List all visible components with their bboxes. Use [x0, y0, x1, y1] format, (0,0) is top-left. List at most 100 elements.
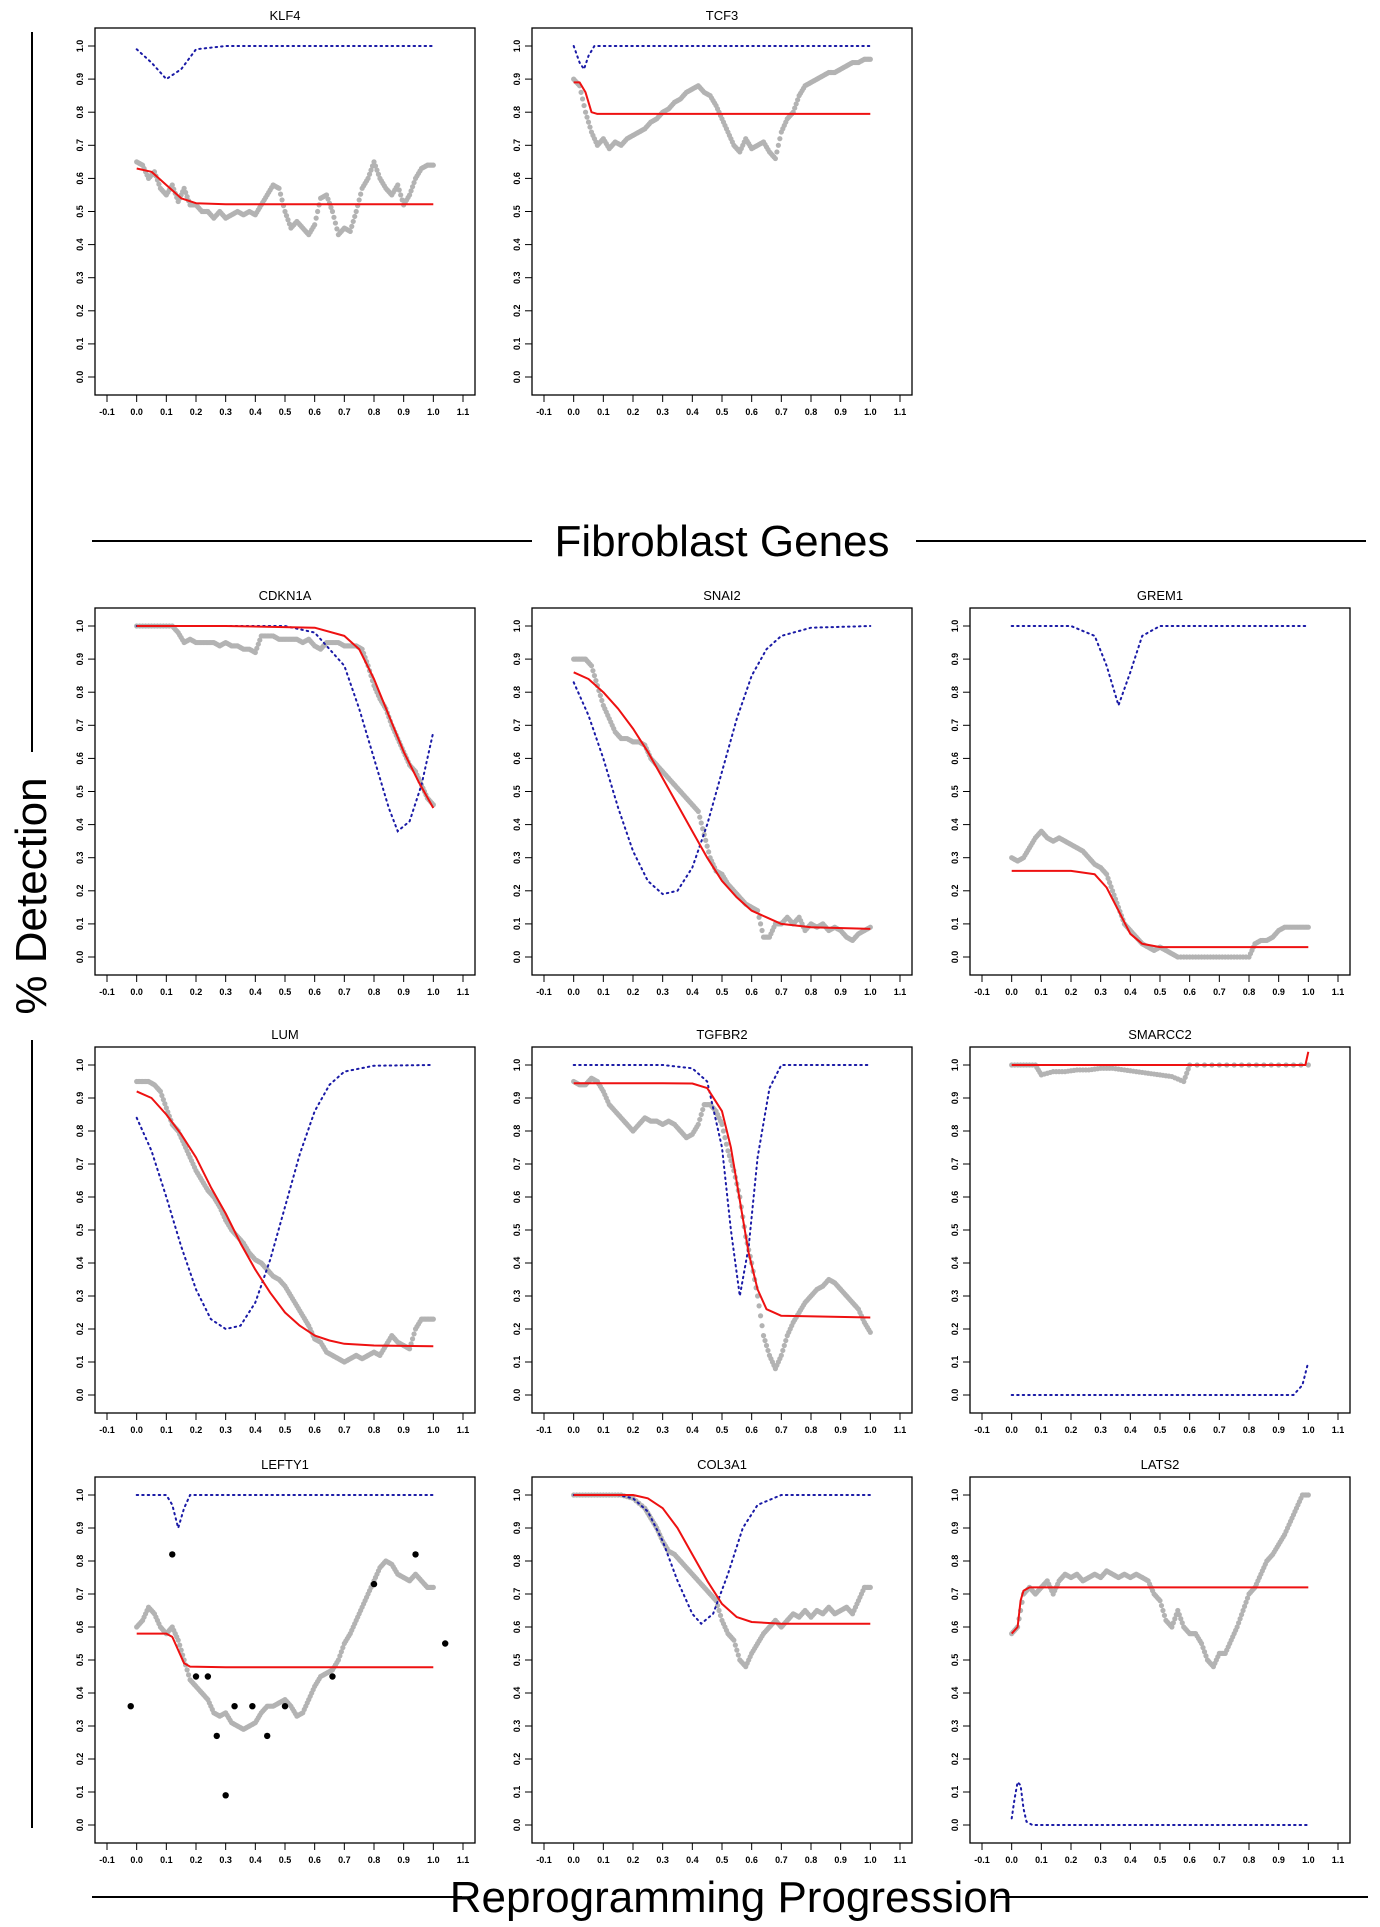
x-tick-label: 1.1 [894, 987, 907, 997]
x-tick-label: 0.0 [1005, 987, 1018, 997]
y-tick-label: 0.0 [75, 371, 85, 384]
y-tick-label: 0.1 [512, 338, 522, 351]
x-tick-label: 0.6 [745, 407, 758, 417]
scatter-point [411, 179, 417, 186]
dotted-curve [572, 625, 872, 896]
scatter-point [279, 197, 285, 203]
x-tick-label: 0.4 [686, 987, 699, 997]
x-tick-label: 0.8 [1243, 1855, 1256, 1865]
x-tick-label: 0.2 [190, 407, 203, 417]
scatter-point [329, 208, 336, 215]
scatter-point [352, 213, 358, 220]
plot-frame [531, 1476, 913, 1844]
extra-point [231, 1703, 238, 1710]
scatter-point [795, 97, 801, 103]
extra-point [204, 1673, 212, 1680]
scatter-point [338, 1649, 344, 1655]
x-tick-label: 0.3 [1094, 987, 1107, 997]
scatter-point [757, 921, 764, 927]
scatter-point [337, 1653, 343, 1659]
x-tick-label: -0.1 [536, 407, 552, 417]
y-tick-label: 0.8 [75, 106, 85, 119]
x-tick-label: 0.9 [1272, 1425, 1285, 1435]
y-tick-label: 0.3 [512, 1290, 522, 1303]
x-tick-label: 0.3 [656, 1425, 669, 1435]
scatter-point [285, 217, 291, 223]
y-tick-label: 0.6 [75, 752, 85, 765]
y-tick-label: 0.2 [512, 305, 522, 318]
scatter-point [1200, 1645, 1206, 1651]
scatter-point [722, 1135, 728, 1141]
panel-title: LATS2 [1141, 1457, 1180, 1472]
x-tick-label: 0.6 [745, 1855, 758, 1865]
scatter-point [407, 192, 413, 198]
scatter-point [1179, 1620, 1185, 1626]
y-tick-label: 0.9 [512, 1522, 522, 1535]
plot-area [134, 45, 436, 238]
scatter-point [716, 1607, 722, 1614]
scatter-point [765, 1347, 771, 1354]
scatter-point [756, 1303, 762, 1309]
y-tick-label: 0.9 [75, 1522, 85, 1535]
scatter-point [774, 149, 780, 155]
scatter-point [763, 1342, 770, 1349]
fit-curve [1011, 1051, 1310, 1066]
scatter-point [700, 1106, 706, 1113]
scatter-point [157, 1088, 163, 1094]
fit-curve [1011, 869, 1309, 949]
scatter-point [726, 1153, 733, 1159]
y-tick-label: 0.5 [75, 785, 85, 798]
dotted-curve [572, 1064, 872, 1297]
scatter-point [697, 814, 703, 820]
scatter-point [1184, 1070, 1190, 1076]
y-tick-label: 0.5 [950, 785, 960, 798]
scatter-series [1009, 828, 1311, 960]
y-tick-label: 0.4 [75, 818, 85, 831]
y-tick-label: 0.3 [75, 1720, 85, 1733]
y-tick-label: 0.6 [512, 1191, 522, 1204]
scatter-point [349, 223, 355, 229]
y-tick-label: 0.8 [950, 1125, 960, 1138]
plot-frame [969, 607, 1351, 976]
x-tick-label: 0.8 [1243, 987, 1256, 997]
panel-title: LEFTY1 [261, 1457, 309, 1472]
scatter-point [332, 220, 339, 226]
x-tick-label: 0.9 [397, 1855, 410, 1865]
x-tick-label: -0.1 [536, 987, 552, 997]
plot-area [127, 1494, 449, 1799]
x-tick-label: 0.3 [1094, 1855, 1107, 1865]
y-tick-label: 0.1 [950, 918, 960, 931]
x-tick-label: 0.4 [1124, 987, 1137, 997]
y-tick-label: 0.4 [512, 1687, 522, 1700]
scatter-point [1182, 1074, 1188, 1080]
x-tick-label: 1.0 [864, 407, 877, 417]
extra-point [329, 1673, 336, 1680]
x-tick-label: 1.1 [457, 407, 470, 417]
y-tick-label: 0.3 [950, 1290, 960, 1303]
x-tick-label: 0.3 [656, 1855, 669, 1865]
scatter-point [1161, 1612, 1168, 1619]
x-tick-label: 0.1 [1035, 1425, 1048, 1435]
panel-tgfbr2: TGFBR2 0.0 0.1 0.2 0.3 0.4 0.5 0.6 0.7 0.8 0.9 1.0 -… [512, 1027, 913, 1435]
plot-frame [969, 1476, 1351, 1844]
y-tick-label: 0.8 [950, 1555, 960, 1568]
y-tick-label: 0.7 [950, 719, 960, 732]
scatter-point [591, 673, 598, 679]
x-tick-label: 1.1 [894, 1425, 907, 1435]
scatter-point [579, 96, 586, 102]
dotted-curve [135, 45, 435, 81]
x-tick-label: 0.2 [627, 987, 640, 997]
scatter-point [1198, 1640, 1205, 1647]
y-tick-label: 0.0 [75, 1819, 85, 1832]
panel-smarcc2: SMARCC2 0.0 0.1 0.2 0.3 0.4 0.5 0.6 0.7 0.8 0.9 1.0… [950, 1027, 1351, 1435]
y-tick-label: 0.6 [512, 1621, 522, 1634]
y-tick-label: 0.8 [512, 686, 522, 699]
x-tick-label: 0.2 [1065, 987, 1078, 997]
x-tick-label: 0.9 [397, 1425, 410, 1435]
x-tick-label: 0.0 [567, 407, 580, 417]
extra-point [249, 1703, 256, 1710]
x-tick-label: 0.8 [368, 1855, 381, 1865]
x-tick-label: 0.6 [745, 1425, 758, 1435]
x-tick-label: 0.4 [249, 1425, 262, 1435]
scatter-point [762, 1337, 768, 1344]
